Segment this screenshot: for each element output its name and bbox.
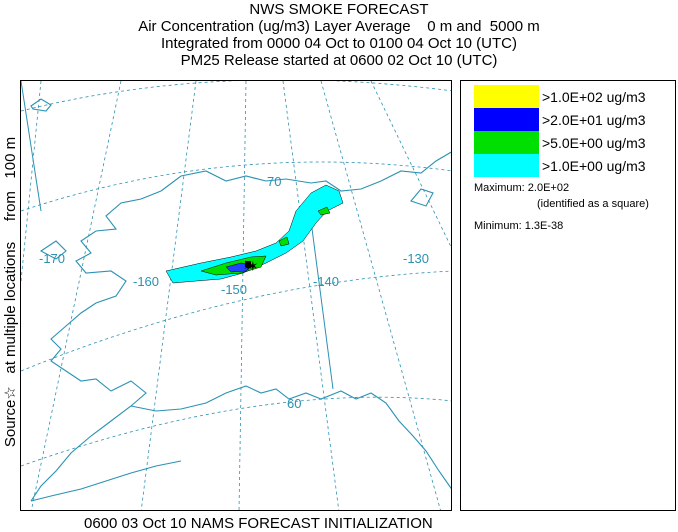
meridian-130 — [320, 81, 441, 510]
legend-swatch-5 — [474, 131, 539, 154]
lat-line-65 — [21, 270, 451, 372]
meridian-160 — [140, 81, 197, 510]
graticule — [21, 81, 451, 510]
island-bering — [39, 240, 67, 260]
release-info: PM25 Release started at 0600 02 Oct 10 (… — [180, 52, 498, 69]
layer-subtitle: Air Concentration (ug/m3) Layer Average … — [138, 18, 540, 35]
plume-patch-east — [278, 236, 290, 247]
legend-panel: >1.0E+02 ug/m3 >2.0E+01 ug/m3 >5.0E+00 u… — [460, 80, 676, 511]
lat-label-60: 60 — [287, 396, 301, 411]
map-panel: ✶ ✶ -170 -160 -150 -140 -130 70 60 — [20, 80, 452, 511]
source-side-label: Source☆ at multiple locations from 100 m — [0, 72, 20, 512]
canada-border — [310, 220, 334, 390]
alaska-map: ✶ ✶ -170 -160 -150 -140 -130 70 60 — [21, 81, 451, 510]
meridian-140 — [282, 81, 340, 510]
meridian-180 — [21, 81, 42, 282]
lat-line-60 — [21, 396, 451, 467]
coastline — [30, 98, 451, 502]
lon-label-140: -140 — [313, 274, 339, 289]
smoke-plume — [165, 184, 344, 284]
lon-label-160: -160 — [133, 274, 159, 289]
source-star-2: ✶ — [243, 260, 253, 274]
map-title: NWS SMOKE FORECAST — [249, 1, 429, 18]
south-coast — [130, 385, 451, 490]
maximum-square — [245, 261, 251, 267]
lat-line-75 — [21, 81, 451, 112]
lat-label-70: 70 — [267, 174, 281, 189]
lon-label-170: -170 — [39, 251, 65, 266]
lon-label-150: -150 — [221, 282, 247, 297]
plume-low-contour — [165, 184, 344, 284]
north-coast — [160, 151, 451, 192]
legend-label-5: >5.0E+00 ug/m3 — [542, 135, 646, 151]
legend-label-100: >1.0E+02 ug/m3 — [542, 89, 646, 105]
legend-swatch-1 — [474, 154, 539, 177]
meridian-120 — [370, 81, 451, 248]
legend-label-1: >1.0E+00 ug/m3 — [542, 158, 646, 174]
source-markers: ✶ ✶ — [243, 259, 259, 275]
source-star-1: ✶ — [247, 259, 259, 275]
legend-label-20: >2.0E+01 ug/m3 — [542, 112, 646, 128]
integration-period: Integrated from 0000 04 Oct to 0100 04 O… — [160, 35, 517, 52]
maximum-label: Maximum: 2.0E+02 — [474, 182, 570, 194]
legend-swatch-20 — [474, 108, 539, 131]
maximum-note: (identified as a square) — [537, 198, 649, 210]
forecast-initialization: 0600 03 Oct 10 NAMS FORECAST INITIALIZAT… — [84, 515, 433, 532]
source-label-text: Source☆ at multiple locations from 100 m — [2, 136, 19, 448]
lat-line-70 — [21, 161, 451, 212]
dateline — [21, 81, 42, 212]
border-lines — [21, 81, 334, 390]
island-northeast — [410, 188, 434, 207]
island-northwest — [30, 98, 52, 112]
aleutian-chain — [30, 460, 182, 502]
west-coast — [30, 190, 162, 502]
plume-patch-north — [317, 206, 331, 216]
legend-swatch-100 — [474, 85, 539, 108]
lon-label-130: -130 — [403, 251, 429, 266]
meridian-170 — [31, 81, 122, 510]
minimum-label: Minimum: 1.3E-38 — [474, 220, 564, 232]
